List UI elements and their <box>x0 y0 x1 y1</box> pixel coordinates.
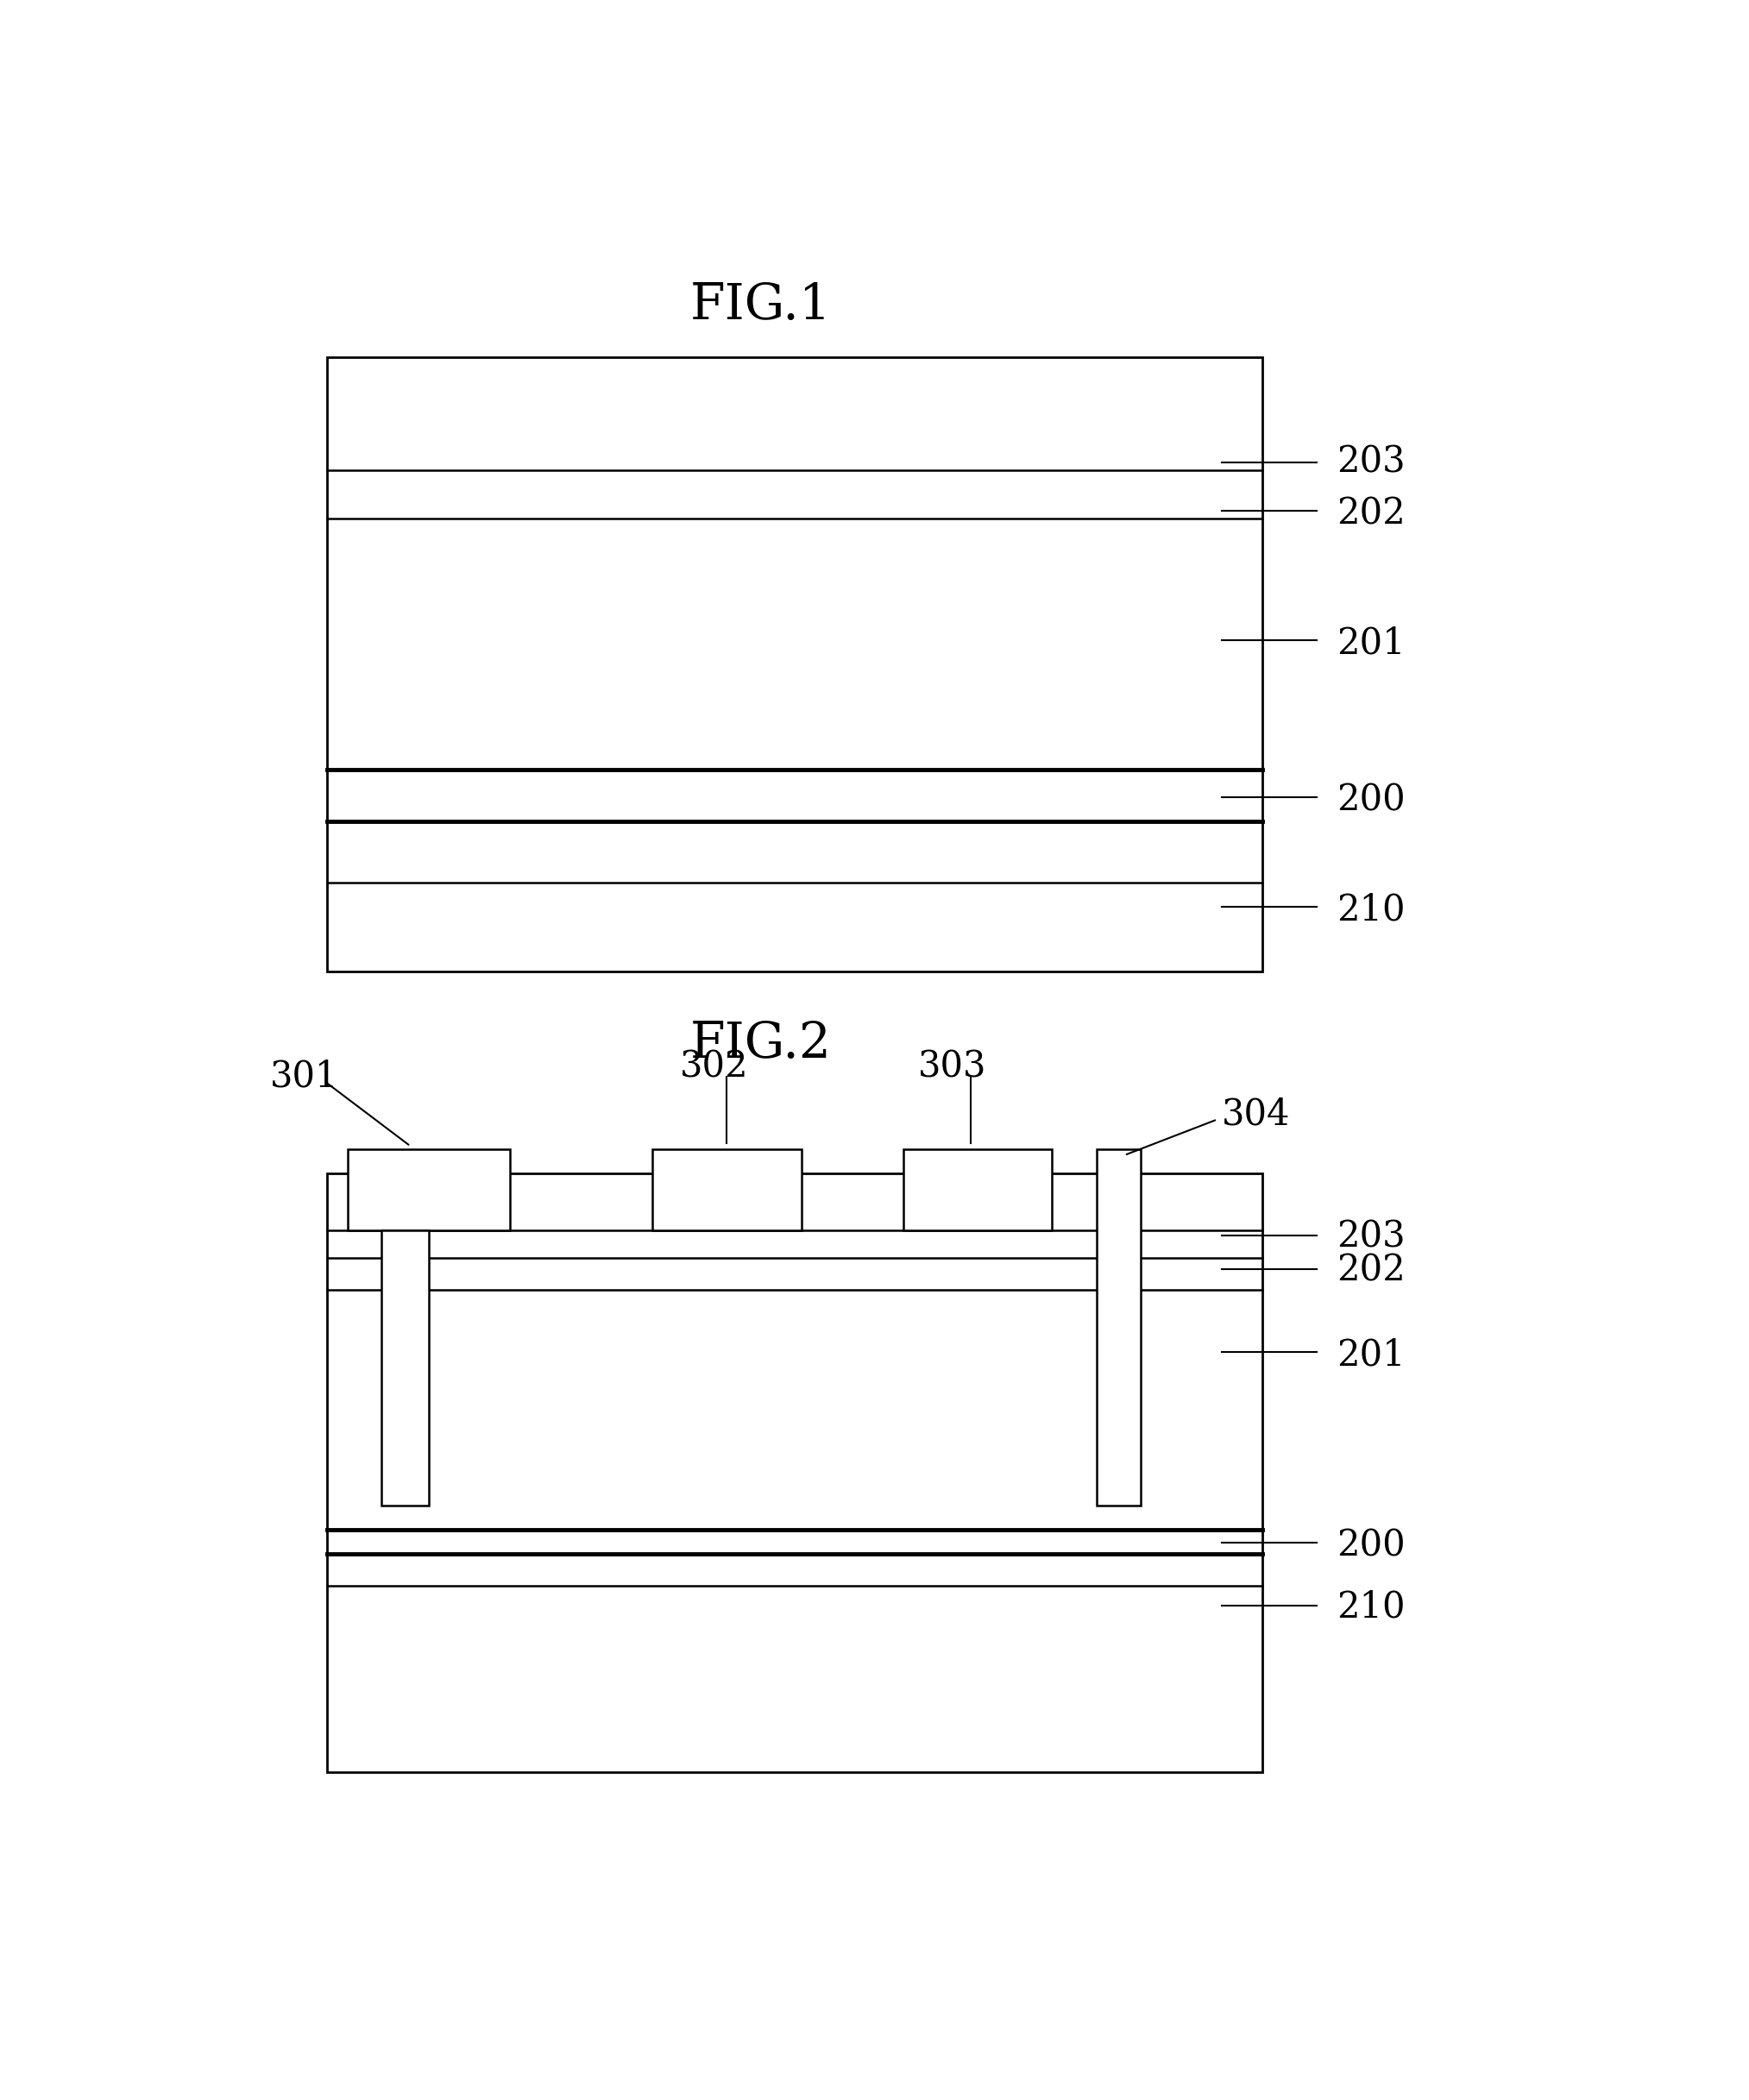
Text: 202: 202 <box>1336 496 1406 531</box>
Text: 210: 210 <box>1336 1590 1406 1625</box>
Text: 303: 303 <box>918 1048 986 1086</box>
Text: 302: 302 <box>680 1048 749 1086</box>
Text: 200: 200 <box>1336 781 1406 819</box>
Text: 201: 201 <box>1336 626 1406 662</box>
Bar <box>902 1149 1053 1231</box>
Text: FIG.2: FIG.2 <box>691 1021 831 1069</box>
Text: FIG.1: FIG.1 <box>691 281 831 330</box>
Text: 201: 201 <box>1336 1338 1406 1373</box>
Bar <box>327 1174 1263 1772</box>
Text: 202: 202 <box>1336 1252 1406 1289</box>
Text: 210: 210 <box>1336 892 1406 928</box>
Bar <box>348 1149 511 1231</box>
Text: 304: 304 <box>1223 1096 1291 1132</box>
Bar <box>1097 1149 1140 1506</box>
Text: 203: 203 <box>1336 1218 1406 1256</box>
Bar <box>381 1231 429 1506</box>
Text: 203: 203 <box>1336 443 1406 481</box>
Bar <box>327 357 1263 972</box>
Bar <box>652 1149 801 1231</box>
Text: 200: 200 <box>1336 1527 1406 1565</box>
Text: 301: 301 <box>269 1058 339 1094</box>
